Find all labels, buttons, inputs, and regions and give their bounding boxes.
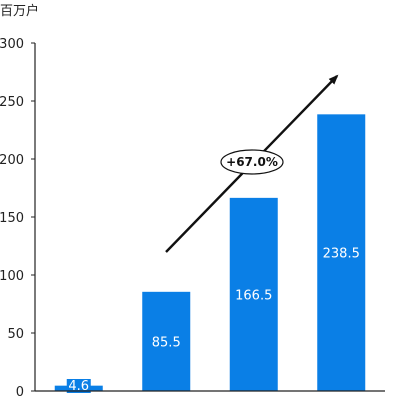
bar-value-label: 85.5: [152, 335, 181, 350]
y-tick-label: 50: [7, 327, 24, 342]
y-tick-label: 300: [0, 37, 24, 52]
y-tick-label: 200: [0, 153, 24, 168]
y-tick-label: 100: [0, 269, 24, 284]
y-tick-label: 150: [0, 211, 24, 226]
bar-value-label: 166.5: [235, 288, 272, 303]
bar: [317, 114, 366, 391]
bar-value-label: 238.5: [323, 247, 360, 262]
bar-label-background: [66, 379, 91, 393]
growth-annotation: +67.0%: [165, 74, 339, 253]
bar: [142, 291, 191, 391]
y-tick-label: 250: [0, 95, 24, 110]
y-axis-label: 百万户: [0, 3, 39, 19]
bar: [229, 197, 278, 391]
bar-value-label: 4.6: [68, 379, 89, 394]
bar-labels-group: 4.6 85.5 166.5 238.5: [66, 247, 360, 394]
bars-group: [54, 114, 366, 391]
growth-label-ellipse: [220, 149, 284, 175]
y-tick-label: 0: [16, 385, 24, 400]
growth-label: +67.0%: [226, 155, 278, 169]
y-axis: 0 50 100 150 200 250 300: [0, 37, 36, 400]
